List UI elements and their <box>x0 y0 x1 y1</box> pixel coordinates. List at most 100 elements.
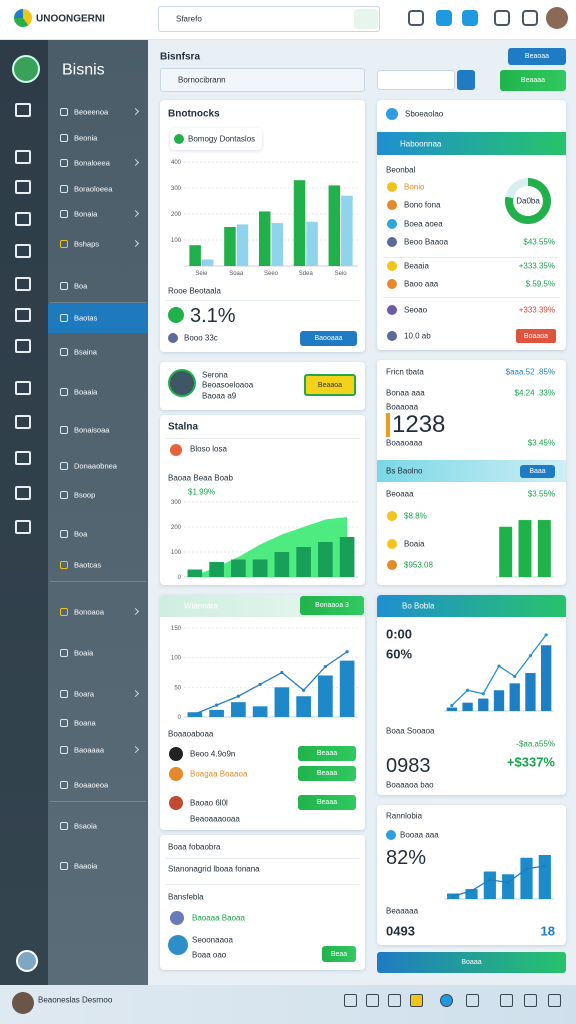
button[interactable]: Beaaa <box>298 746 356 761</box>
icon <box>168 333 178 343</box>
x-tick-label: Seie <box>195 271 208 277</box>
bar <box>493 690 505 711</box>
card-title: Bnotnocks <box>168 108 220 120</box>
label: Bonaa aaa <box>386 388 425 398</box>
menu-icon <box>60 746 68 754</box>
button[interactable]: Baooaaa <box>300 331 357 346</box>
value: 0:00 <box>386 626 413 642</box>
menu-icon <box>60 134 68 142</box>
stat-label: Booo 33c <box>184 333 218 343</box>
separator <box>166 438 360 439</box>
profile-line: Beoasoeloaoa <box>202 380 254 390</box>
value: 60% <box>386 646 413 662</box>
point <box>543 864 547 868</box>
rail-icon <box>15 520 31 534</box>
bar <box>538 855 551 899</box>
rail-icon <box>15 339 31 353</box>
search-box[interactable] <box>158 6 380 32</box>
menu-icon <box>60 210 68 218</box>
menu-icon <box>60 240 68 248</box>
top-button[interactable]: Beaoaa <box>508 48 566 65</box>
menu-icon <box>60 561 68 569</box>
bar <box>252 559 268 577</box>
footer-icon <box>344 994 357 1007</box>
bar <box>296 547 311 577</box>
row-icon <box>169 796 183 810</box>
rail-icon <box>15 103 31 117</box>
menu-icon <box>60 491 68 499</box>
footer-user: Beaoneslas Desrnoo <box>38 995 113 1005</box>
icon <box>386 108 398 120</box>
value: +$337% <box>506 754 555 770</box>
bar <box>274 552 290 577</box>
menu-icon <box>60 185 68 193</box>
icon <box>170 911 184 925</box>
menu-item: Boraoloeea <box>74 184 113 194</box>
menu-item: Boara <box>74 689 95 699</box>
input-box[interactable] <box>377 70 455 90</box>
point <box>258 682 262 686</box>
bottom-bar <box>0 985 576 1024</box>
sidebar-active <box>48 303 148 333</box>
card-title: Fricn tbata <box>386 367 424 377</box>
footer-icon <box>548 994 561 1007</box>
chart: 100 200 300 400 Seie Soaa Seeo Sdea Seio <box>171 160 358 277</box>
bar <box>339 537 355 577</box>
point <box>280 670 284 675</box>
search-icon[interactable] <box>354 9 378 29</box>
menu-icon <box>60 608 68 616</box>
point <box>236 694 240 698</box>
button[interactable]: Beaaoa <box>304 374 356 396</box>
caption: Beaaaaa <box>386 906 419 916</box>
footer-icon <box>524 994 537 1007</box>
point <box>451 894 455 898</box>
card-title: Stalna <box>168 421 199 433</box>
menu-icon <box>60 108 68 116</box>
action-button[interactable]: Beaaaa <box>500 70 566 91</box>
rail-icon <box>15 381 31 395</box>
menu-item: Baotas <box>74 313 98 323</box>
item-value: $43.55% <box>523 237 555 247</box>
profile-name: Serona <box>202 370 228 380</box>
bar <box>499 526 513 577</box>
value: -$aa.a55% <box>516 739 555 749</box>
bar <box>509 683 520 711</box>
button[interactable]: Beaa <box>322 946 356 962</box>
donut-hole <box>513 186 543 216</box>
row-icon <box>169 747 183 761</box>
sidebar-title: Bisnis <box>62 61 105 79</box>
button[interactable]: Beaaa <box>298 795 356 810</box>
icon <box>387 305 397 315</box>
search-box[interactable] <box>160 68 365 92</box>
bar <box>339 660 355 717</box>
toolbar-icon <box>494 10 510 26</box>
chart <box>444 855 554 900</box>
card-title: Wiannara <box>184 601 219 611</box>
point <box>544 633 548 637</box>
row-value: +333.39% <box>518 305 555 315</box>
y-tick-label: 100 <box>171 550 182 556</box>
bar <box>231 702 246 717</box>
point <box>215 703 219 707</box>
bar <box>189 245 201 266</box>
bar <box>518 520 532 577</box>
count: 18 <box>540 923 555 939</box>
button[interactable]: Bonaaoa 3 <box>300 596 364 615</box>
footer-icon <box>466 994 479 1007</box>
menu-item: Bsoop <box>74 490 96 500</box>
button[interactable]: Boaaa <box>377 952 566 973</box>
avatar <box>168 369 196 397</box>
banner <box>377 460 566 482</box>
value: $3.45% <box>527 438 555 448</box>
point <box>465 688 470 692</box>
label: Beoaaa <box>386 489 414 499</box>
card-title: Sboeaolao <box>405 109 444 119</box>
select-button[interactable] <box>457 70 475 90</box>
card-title: Rannlobia <box>386 811 423 821</box>
list-item: Bonio <box>404 182 425 192</box>
row-icon <box>169 767 183 781</box>
button[interactable]: Boaaoa <box>516 329 556 343</box>
button[interactable]: Beaaa <box>298 766 356 781</box>
bar <box>209 562 224 577</box>
accent <box>386 413 390 437</box>
